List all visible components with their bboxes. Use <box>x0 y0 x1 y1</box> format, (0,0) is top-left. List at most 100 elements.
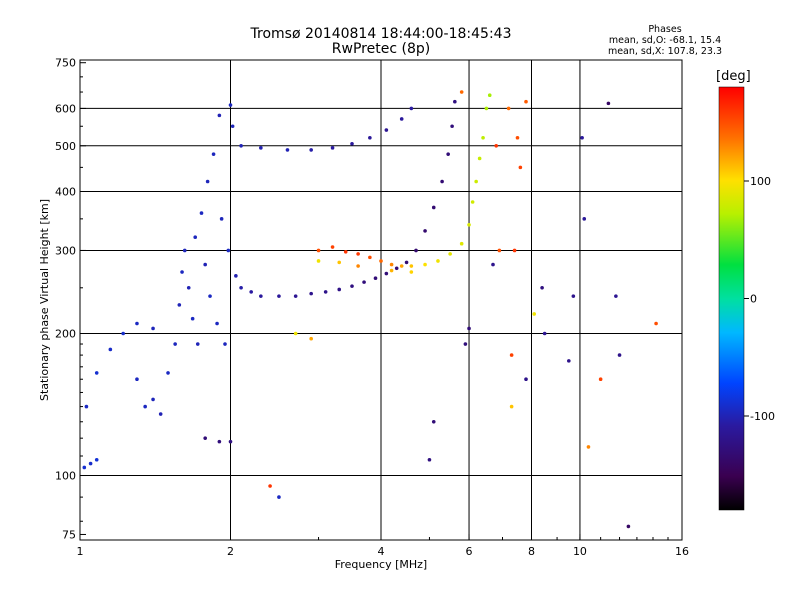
echo-point <box>94 457 99 462</box>
colorbar <box>718 86 745 511</box>
echo-point <box>394 266 399 271</box>
echo-point <box>431 205 436 210</box>
y-tick-label: 500 <box>55 140 76 153</box>
x-tick-label: 10 <box>573 545 587 558</box>
echo-point <box>654 321 658 326</box>
chart-subtitle: RwPretec (8p) <box>331 41 431 57</box>
colorbar-tick-label: 100 <box>750 175 771 188</box>
echo-point <box>356 252 360 256</box>
y-tick-label: 200 <box>55 328 76 341</box>
echo-point <box>571 294 576 298</box>
echo-point <box>350 284 354 288</box>
echo-point <box>182 248 187 253</box>
echo-point <box>108 347 113 352</box>
echo-point <box>277 495 281 499</box>
echo-point <box>211 152 216 156</box>
echo-point <box>323 290 328 294</box>
echo-point <box>368 135 372 140</box>
echo-point <box>217 439 222 444</box>
echo-point <box>626 524 631 529</box>
echo-point <box>459 90 464 94</box>
echo-point <box>409 106 414 111</box>
echo-point <box>542 331 547 336</box>
echo-point <box>249 290 253 294</box>
y-tick-label: 750 <box>55 57 76 70</box>
phases-heading: Phases <box>648 24 682 35</box>
echo-point <box>453 99 457 104</box>
echo-point <box>368 255 372 260</box>
echo-point <box>506 106 511 111</box>
echo-point <box>343 250 348 254</box>
x-tick-label: 1 <box>77 545 84 558</box>
echo-point <box>484 106 489 111</box>
y-axis-label: Stationary phase Virtual Height [km] <box>38 199 51 401</box>
echo-point <box>277 294 281 298</box>
echo-point <box>487 93 492 98</box>
echo-point <box>617 353 622 357</box>
echo-point <box>199 211 204 215</box>
echo-point <box>614 294 618 298</box>
echo-point <box>259 294 263 298</box>
echo-point <box>309 336 313 341</box>
echo-point <box>135 321 139 326</box>
echo-point <box>532 312 536 316</box>
echo-point <box>228 103 233 107</box>
echo-point <box>217 113 222 118</box>
x-tick-label: 8 <box>528 545 535 558</box>
echo-point <box>436 259 440 263</box>
echo-point <box>166 371 170 375</box>
echo-point <box>470 200 475 204</box>
echo-point <box>293 294 298 298</box>
echo-point <box>509 404 514 409</box>
echo-point <box>509 353 514 357</box>
echo-point <box>463 342 468 346</box>
echo-point <box>431 419 436 424</box>
echo-point <box>373 276 378 280</box>
echo-point <box>580 135 584 140</box>
echo-point <box>474 179 478 184</box>
echo-point <box>173 342 177 346</box>
echo-point <box>467 222 471 227</box>
echo-point <box>203 262 207 267</box>
x-axis-label: Frequency [MHz] <box>335 558 427 571</box>
echo-point <box>309 148 313 152</box>
echo-point <box>389 268 394 273</box>
echo-point <box>309 291 313 296</box>
echo-point <box>239 285 243 290</box>
echo-point <box>423 229 427 233</box>
axis-ticks: 1 2 4 6 8 10 16 75 100 200 300 400 500 600 750 <box>55 57 689 558</box>
colorbar-tick-label: 0 <box>750 293 757 306</box>
echo-point <box>399 117 404 121</box>
echo-point <box>158 412 163 416</box>
phase-x-stats: mean, sd,X: 107.8, 23.3 <box>607 46 723 57</box>
gridlines <box>80 60 682 540</box>
echo-point <box>223 342 227 346</box>
echo-point <box>330 245 335 249</box>
echo-point <box>121 331 125 336</box>
echo-point <box>180 270 184 274</box>
echo-point <box>234 274 238 278</box>
echo-point <box>586 445 591 449</box>
echo-points <box>82 90 658 529</box>
echo-point <box>143 404 147 409</box>
echo-point <box>219 217 224 221</box>
echo-point <box>337 287 342 292</box>
echo-point <box>450 124 454 129</box>
echo-point <box>414 248 418 253</box>
echo-point <box>423 262 427 267</box>
echo-point <box>203 436 207 440</box>
echo-point <box>384 128 389 132</box>
echo-point <box>190 316 195 321</box>
echo-point <box>228 439 233 444</box>
echo-point <box>515 135 520 140</box>
x-tick-label: 4 <box>378 545 385 558</box>
echo-point <box>497 248 502 253</box>
echo-point <box>582 217 587 221</box>
echo-point <box>409 264 414 268</box>
y-tick-label: 600 <box>55 102 76 115</box>
echo-point <box>285 148 290 152</box>
echo-point <box>524 99 528 104</box>
echo-point <box>268 484 272 488</box>
echo-point <box>293 331 298 336</box>
